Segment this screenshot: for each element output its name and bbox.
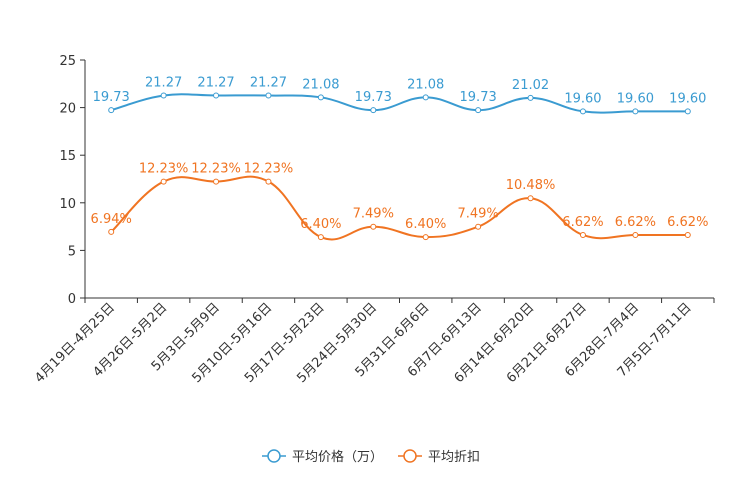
series-1-data-label: 21.27 <box>145 76 182 91</box>
series-2-point <box>632 231 639 238</box>
series-1-data-label: 21.27 <box>250 76 287 91</box>
series-1-point <box>579 108 586 115</box>
series-2-data-label: 6.94% <box>91 212 132 227</box>
y-tick-label: 15 <box>59 149 76 164</box>
series-1-data-label: 21.02 <box>512 78 549 93</box>
series-1-data-label: 21.27 <box>197 76 234 91</box>
series-1-data-label: 21.08 <box>407 77 444 92</box>
series-2-point <box>370 223 377 230</box>
series-2-point <box>422 234 429 241</box>
series-2-point <box>579 231 586 238</box>
legend[interactable]: 平均价格（万） 平均折扣 <box>262 449 480 465</box>
series-1-data-label: 19.60 <box>564 91 601 106</box>
series-1-point <box>684 108 691 115</box>
series-2-data-label: 10.48% <box>506 178 556 193</box>
series-2-data-label: 12.23% <box>244 162 294 177</box>
series-2-data-label: 6.62% <box>667 215 708 230</box>
series-2-data-label: 6.40% <box>300 217 341 232</box>
y-tick-label: 0 <box>68 292 76 307</box>
series-2-data-label: 7.49% <box>353 207 394 222</box>
legend-item-2[interactable]: 平均折扣 <box>398 449 480 465</box>
series-2-point <box>265 178 272 185</box>
series-2-data-label: 6.40% <box>405 217 446 232</box>
series-2-point <box>475 223 482 230</box>
y-tick-label: 10 <box>59 197 76 212</box>
series-line-2 <box>110 175 688 241</box>
y-tick-label: 5 <box>68 244 76 259</box>
series-1-point <box>527 94 534 101</box>
series-2-data-label: 12.23% <box>191 162 241 177</box>
series-1-point <box>108 107 115 114</box>
y-tick-label: 25 <box>59 54 76 69</box>
series-2-point <box>527 195 534 202</box>
series-1-point <box>317 94 324 101</box>
series-2-point <box>160 178 167 185</box>
series-line-1 <box>110 93 688 114</box>
series-1-point <box>422 94 429 101</box>
series-2-point <box>684 231 691 238</box>
series-2-data-label: 6.62% <box>615 215 656 230</box>
series-2-data-label: 7.49% <box>457 207 498 222</box>
y-tick-label: 20 <box>59 102 76 117</box>
series-1-data-label: 19.60 <box>617 91 654 106</box>
legend-circle-icon <box>403 449 417 463</box>
series-1-point <box>632 108 639 115</box>
legend-label: 平均折扣 <box>428 450 480 465</box>
series-1-point <box>370 107 377 114</box>
series-1-data-label: 21.08 <box>302 77 339 92</box>
series-2-data-label: 12.23% <box>139 162 189 177</box>
series-2-point <box>108 228 115 235</box>
series-1-point <box>160 92 167 99</box>
data-labels: 19.73 21.27 21.27 21.27 21.08 19.73 21.08 19.73… <box>91 76 709 233</box>
legend-item-1[interactable]: 平均价格（万） <box>262 449 383 465</box>
series-2-point <box>213 178 220 185</box>
series-1-point <box>475 107 482 114</box>
series-1-point <box>265 92 272 99</box>
series-1-data-label: 19.73 <box>460 90 497 105</box>
series-1-data-label: 19.73 <box>93 90 130 105</box>
legend-label: 平均价格（万） <box>292 449 383 465</box>
series-layer <box>108 92 691 241</box>
series-1-point <box>213 92 220 99</box>
series-1-data-label: 19.60 <box>669 91 706 106</box>
legend-circle-icon <box>267 449 281 463</box>
series-2-point <box>317 234 324 241</box>
series-2-data-label: 6.62% <box>562 215 603 230</box>
series-1-data-label: 19.73 <box>355 90 392 105</box>
